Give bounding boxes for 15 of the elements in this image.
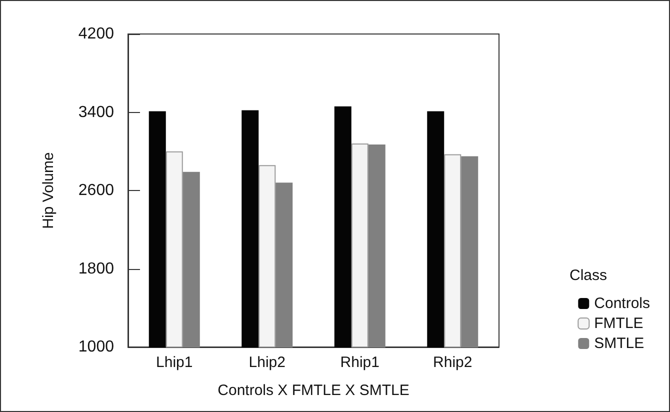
x-tick-label: Rhip2 <box>433 354 472 371</box>
x-tick-label: Rhip1 <box>340 354 380 371</box>
legend-label: Controls <box>594 295 650 312</box>
legend-label: FMTLE <box>594 315 644 332</box>
y-tick-label: 3400 <box>78 104 114 121</box>
y-axis-title: Hip Volume <box>40 152 57 229</box>
x-tick-label: Lhip2 <box>248 354 286 371</box>
x-tick-label: Lhip1 <box>156 354 193 371</box>
legend-label: SMTLE <box>594 335 644 352</box>
x-axis-title: Controls X FMTLE X SMTLE <box>218 382 410 399</box>
y-tick-label: 4200 <box>78 26 114 42</box>
y-tick-label: 1000 <box>78 338 114 356</box>
y-tick-label: 1800 <box>78 260 114 278</box>
legend-title: Class <box>569 267 608 284</box>
y-tick-label: 2600 <box>78 182 114 199</box>
